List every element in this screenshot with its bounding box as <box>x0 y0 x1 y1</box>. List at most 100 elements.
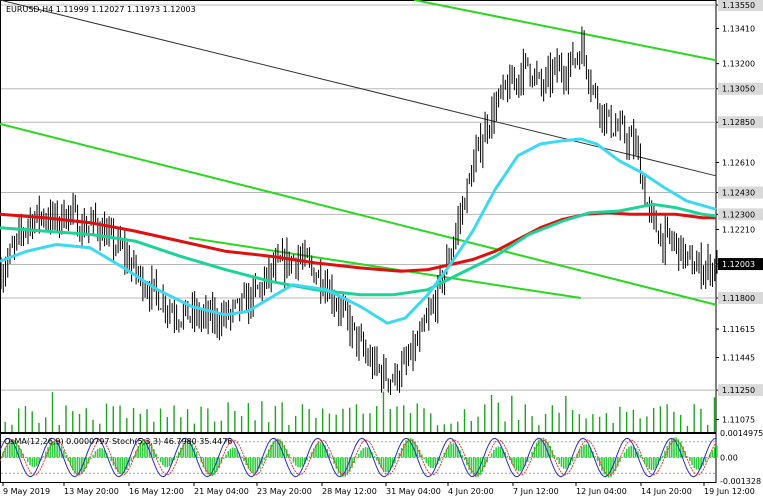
volume-bar <box>180 417 182 432</box>
price-tick-label: 1.11800 <box>722 294 755 303</box>
volume-bar <box>625 412 628 432</box>
osma-bar <box>412 439 414 458</box>
osma-bar <box>529 456 531 458</box>
osma-bar <box>132 455 135 458</box>
osma-bar <box>661 455 664 458</box>
osma-bar <box>520 457 522 471</box>
osma-bar <box>391 457 394 468</box>
osma-bar <box>628 446 630 458</box>
osma-bar <box>31 457 34 467</box>
osma-bar <box>337 457 340 473</box>
osma-bar <box>144 439 146 458</box>
volume-bar <box>376 406 378 432</box>
osma-bar <box>706 457 709 459</box>
osma-bar <box>276 438 279 458</box>
osma-bar <box>342 457 344 477</box>
osma-bar <box>533 446 536 458</box>
osma-bar <box>524 457 527 467</box>
osma-bar <box>90 457 92 460</box>
level-badge <box>718 116 763 129</box>
osma-bar <box>535 442 538 458</box>
osma-bar <box>596 457 599 462</box>
osma-bar <box>623 452 626 458</box>
osma-bar <box>637 451 639 458</box>
osma-bar <box>324 445 326 458</box>
osma-bar <box>243 457 245 461</box>
volume-bar <box>227 402 229 432</box>
volume-bar <box>288 425 290 432</box>
osma-bar <box>312 448 315 458</box>
volume-bar <box>126 418 128 432</box>
volume-bar <box>403 405 405 432</box>
volume-bar <box>369 413 371 432</box>
level-badge <box>718 186 763 199</box>
osma-bar <box>283 445 286 458</box>
volume-bar <box>146 409 148 432</box>
osma-bar <box>551 450 554 458</box>
osma-bar <box>432 457 434 469</box>
osma-bar <box>290 457 293 459</box>
volume-bar <box>51 392 54 432</box>
osma-bar <box>27 457 29 462</box>
osma-bar <box>587 445 590 458</box>
osma-bar <box>632 446 635 458</box>
osma-bar <box>265 454 268 458</box>
osma-bar <box>425 457 428 464</box>
osma-bar <box>114 457 117 470</box>
osma-bar <box>51 441 54 458</box>
osma-bar <box>423 457 425 460</box>
osma-bar <box>445 448 448 458</box>
osma-bar <box>414 441 416 458</box>
osma-bar <box>594 456 597 458</box>
channel-line <box>414 0 717 62</box>
time-axis: 9 May 2019 13 May 20:00 16 May 12:00 21 May… <box>2 482 755 496</box>
volume-bar <box>632 409 635 432</box>
osma-bar <box>81 457 83 475</box>
volume-bar <box>132 407 135 432</box>
osma-bar <box>603 457 606 475</box>
osma-bar <box>344 457 347 477</box>
osma-bar <box>470 457 473 474</box>
osma-bar <box>231 447 234 458</box>
osma-bar <box>6 443 9 458</box>
osma-bar <box>292 457 295 463</box>
osma-bar <box>351 457 353 468</box>
volume-bar <box>463 409 466 432</box>
volume-bar <box>321 408 324 432</box>
osma-bar <box>405 440 407 458</box>
oscillator-tick-label: 0.0014975 <box>720 429 763 438</box>
osma-bar <box>583 444 585 458</box>
osma-bar <box>704 457 707 463</box>
osma-bar <box>497 446 500 458</box>
volume-bar <box>261 401 263 432</box>
osma-bar <box>256 457 259 472</box>
osma-bar <box>468 457 470 470</box>
osma-bar <box>166 457 169 468</box>
osma-bar <box>308 456 311 458</box>
osma-bar <box>317 442 320 458</box>
osma-bar <box>9 441 11 458</box>
osma-bar <box>457 446 459 458</box>
osma-bar <box>328 453 331 458</box>
volume-bar <box>389 409 391 432</box>
osma-bar <box>85 457 88 468</box>
osma-bar <box>387 457 389 472</box>
volume-bar <box>220 420 223 432</box>
volume-bar <box>11 424 13 432</box>
time-tick-label: 7 Jun 12:00 <box>513 487 559 496</box>
osma-bar <box>29 457 31 465</box>
volume-bar <box>240 415 243 432</box>
volume-bar <box>423 408 425 432</box>
osma-bar <box>162 457 164 466</box>
osma-bar <box>553 455 556 458</box>
moving-average-line <box>0 202 717 297</box>
osma-bar <box>139 442 142 458</box>
volume-bar <box>639 418 641 432</box>
osma-bar <box>560 457 563 467</box>
osma-bar <box>229 448 232 458</box>
osma-bar <box>394 457 396 464</box>
osma-bar <box>168 457 171 467</box>
osma-bar <box>409 437 412 458</box>
price-tick-label: 1.13410 <box>722 24 755 33</box>
